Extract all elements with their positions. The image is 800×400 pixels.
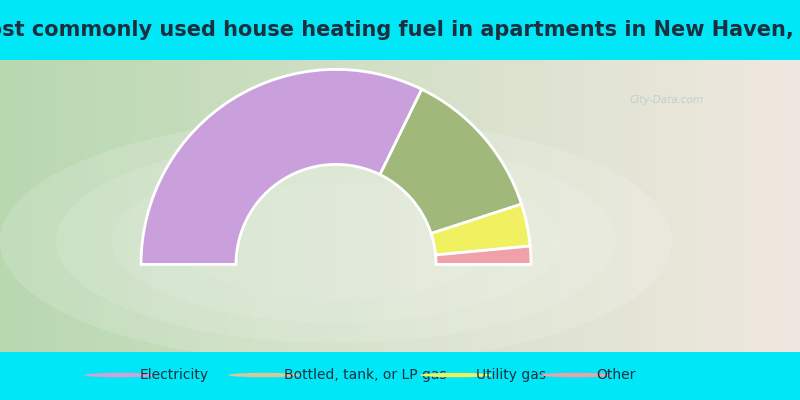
Text: Other: Other: [596, 368, 635, 382]
Wedge shape: [431, 204, 530, 255]
Circle shape: [56, 139, 616, 343]
Text: City-Data.com: City-Data.com: [630, 95, 704, 105]
Text: Electricity: Electricity: [140, 368, 209, 382]
Wedge shape: [380, 89, 522, 234]
Circle shape: [0, 118, 672, 364]
Circle shape: [228, 373, 300, 377]
Wedge shape: [435, 246, 531, 264]
Circle shape: [176, 183, 496, 300]
Text: Utility gas: Utility gas: [476, 368, 546, 382]
Circle shape: [420, 373, 492, 377]
Text: Bottled, tank, or LP gas: Bottled, tank, or LP gas: [284, 368, 446, 382]
Circle shape: [84, 373, 156, 377]
Circle shape: [540, 373, 612, 377]
Wedge shape: [141, 70, 422, 264]
Circle shape: [112, 159, 560, 323]
Text: Most commonly used house heating fuel in apartments in New Haven, KY: Most commonly used house heating fuel in…: [0, 20, 800, 40]
